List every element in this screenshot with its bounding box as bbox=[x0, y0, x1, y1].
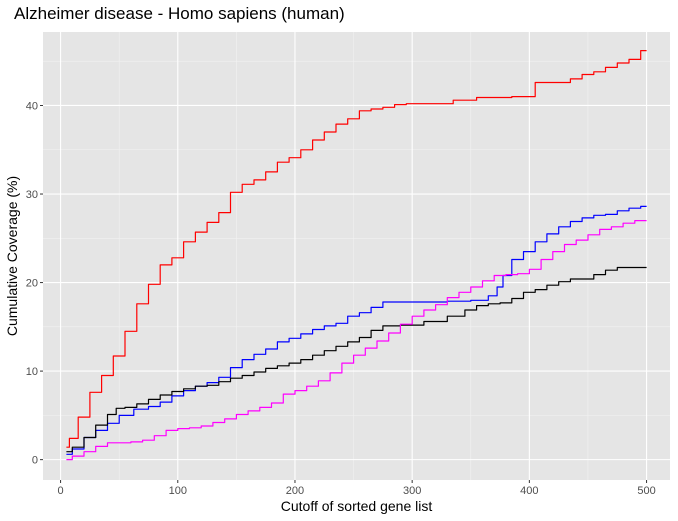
y-tick-label: 40 bbox=[26, 100, 38, 112]
x-tick-label: 300 bbox=[403, 485, 421, 497]
y-tick-label: 20 bbox=[26, 278, 38, 290]
x-tick-label: 200 bbox=[286, 485, 304, 497]
y-tick-label: 10 bbox=[26, 366, 38, 378]
series-layer bbox=[66, 50, 647, 461]
chart-title: Alzheimer disease - Homo sapiens (human) bbox=[14, 4, 345, 23]
series-line-3 bbox=[66, 266, 647, 453]
x-tick-label: 400 bbox=[520, 485, 538, 497]
x-axis-title: Cutoff of sorted gene list bbox=[281, 498, 433, 514]
series-line-4 bbox=[66, 220, 647, 461]
y-tick-label: 0 bbox=[32, 455, 38, 467]
y-axis-title: Cumulative Coverage (%) bbox=[4, 176, 20, 336]
x-tick-label: 100 bbox=[169, 485, 187, 497]
x-tick-label: 0 bbox=[58, 485, 64, 497]
x-axis: 0 100 200 300 400 500 bbox=[58, 480, 656, 497]
x-tick-label: 500 bbox=[637, 485, 655, 497]
y-axis: 0 10 20 30 40 bbox=[26, 100, 43, 467]
y-tick-label: 30 bbox=[26, 189, 38, 201]
plot-panel bbox=[43, 32, 670, 480]
series-line-1 bbox=[66, 50, 647, 448]
series-line-2 bbox=[66, 205, 647, 455]
minor-gridlines bbox=[43, 32, 670, 480]
major-gridlines bbox=[43, 32, 670, 480]
